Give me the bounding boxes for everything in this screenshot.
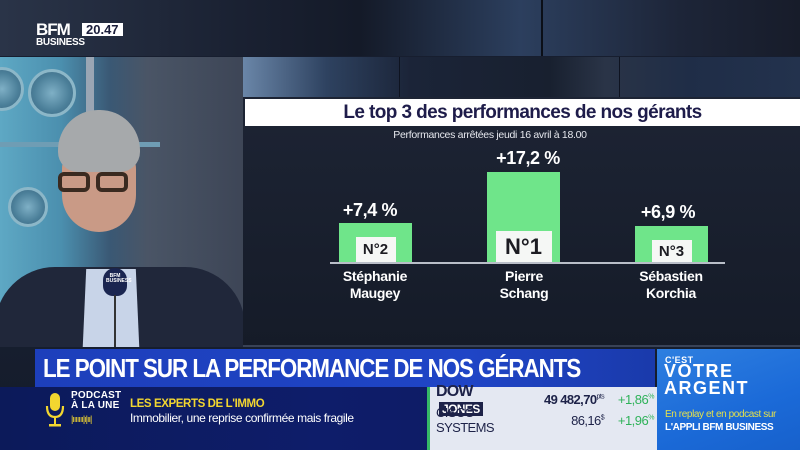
rank-badge: N°3	[651, 240, 692, 263]
podcast-label-line2: À LA UNE	[71, 400, 120, 411]
vault-dial-icon	[0, 67, 24, 111]
manager-last-name: Schang	[499, 285, 549, 301]
stock-change: +1,96%	[604, 412, 655, 428]
promo-votre: VOTRE	[664, 361, 734, 381]
index-value-number: 49 482,70	[544, 391, 597, 407]
manager-name: Sébastien Korchia	[621, 268, 721, 302]
microphone-icon	[45, 393, 65, 427]
rank-badge: N°1	[495, 231, 552, 263]
bar-value-label: +6,9 %	[640, 202, 696, 222]
podcast-show-title: LES EXPERTS DE L'IMMO	[130, 398, 265, 410]
manager-first-name: Sébastien	[639, 268, 703, 284]
index-change: +1,86%	[604, 391, 655, 407]
studio-background-top	[0, 0, 800, 56]
bar-value-label: +17,2 %	[496, 148, 560, 168]
chart-baseline	[330, 262, 725, 264]
bar-rank-1: N°1	[487, 172, 560, 263]
mic-flag: BFM BUSINESS	[106, 273, 132, 284]
presenter-hair	[58, 110, 140, 172]
microphone-icon	[103, 268, 127, 296]
promo-argent: ARGENT	[664, 378, 749, 398]
chart-subtitle: Performances arrêtées jeudi 16 avril à 1…	[393, 129, 587, 141]
promo-cest: C'EST	[665, 355, 694, 365]
logo-business: BUSINESS	[36, 37, 85, 48]
index-name-dow: DOW	[436, 382, 473, 400]
headline-text: LE POINT SUR LA PERFORMANCE DE NOS GÉRAN…	[43, 352, 581, 383]
stock-name: CISCO SYSTEMS	[436, 405, 495, 435]
index-change-number: +1,86	[617, 391, 649, 407]
studio-screen	[243, 57, 800, 347]
on-air-clock: 20.47	[82, 23, 123, 36]
chart-title-bar: Le top 3 des performances de nos gérants	[245, 99, 800, 126]
percent-unit: %	[648, 393, 654, 401]
index-unit: pts	[596, 393, 604, 401]
stock-change-number: +1,96	[617, 412, 649, 428]
market-row-cisco: CISCO SYSTEMS 86,16$ +1,96%	[436, 405, 655, 435]
index-name-jones: JONES	[439, 401, 483, 416]
glasses-icon	[58, 172, 134, 194]
manager-first-name: Pierre	[505, 268, 543, 284]
audio-wave-icon: |ııııııı|ı|ıı|	[71, 414, 92, 424]
index-name: DOWJONES	[436, 383, 509, 416]
rank-badge: N°2	[355, 237, 396, 263]
stock-value: 86,16$	[509, 412, 605, 428]
manager-last-name: Korchia	[645, 285, 697, 301]
screen-seam	[619, 57, 620, 97]
mic-stand	[114, 295, 116, 347]
market-row-dow: DOWJONES 49 482,70pts +1,86%	[436, 383, 655, 416]
vault-hinge	[86, 57, 94, 117]
podcast-topic: Immobilier, une reprise confirmée mais f…	[130, 411, 354, 425]
screen-seam	[399, 57, 400, 97]
podcast-label-line1: PODCAST	[71, 390, 122, 401]
currency-unit: $	[600, 414, 605, 422]
index-value: 49 482,70pts	[509, 391, 605, 407]
bar-rank-2: N°2	[339, 223, 412, 263]
manager-first-name: Stéphanie	[342, 268, 408, 284]
promo-replay: En replay et en podcast sur	[665, 409, 776, 420]
logo-bfm: BFM	[36, 20, 71, 39]
vault-dial-icon	[28, 69, 76, 117]
studio-seam	[541, 0, 543, 56]
channel-logo: BFM BUSINESS 20.47	[36, 20, 123, 48]
presenter-video: BFM BUSINESS	[0, 57, 245, 347]
bar-rank-3: N°3	[635, 226, 708, 263]
manager-name: Pierre Schang	[474, 268, 574, 302]
bar-value-label: +7,4 %	[342, 200, 398, 220]
manager-last-name: Maugey	[349, 285, 401, 301]
podcast-label: PODCAST À LA UNE	[71, 391, 121, 411]
stock-value-number: 86,16	[571, 412, 601, 428]
chart-title: Le top 3 des performances de nos gérants	[343, 101, 702, 123]
headline-banner: LE POINT SUR LA PERFORMANCE DE NOS GÉRAN…	[35, 349, 655, 387]
vault-handle-icon	[8, 187, 48, 227]
promo-appli: L'APPLI BFM BUSINESS	[665, 422, 774, 433]
manager-name: Stéphanie Maugey	[325, 268, 425, 302]
show-promo: C'EST VOTRE ARGENT En replay et en podca…	[657, 349, 800, 450]
market-ticker: DOWJONES 49 482,70pts +1,86% CISCO SYSTE…	[427, 383, 657, 450]
screen-floor-line	[243, 345, 800, 347]
percent-unit: %	[648, 414, 654, 422]
